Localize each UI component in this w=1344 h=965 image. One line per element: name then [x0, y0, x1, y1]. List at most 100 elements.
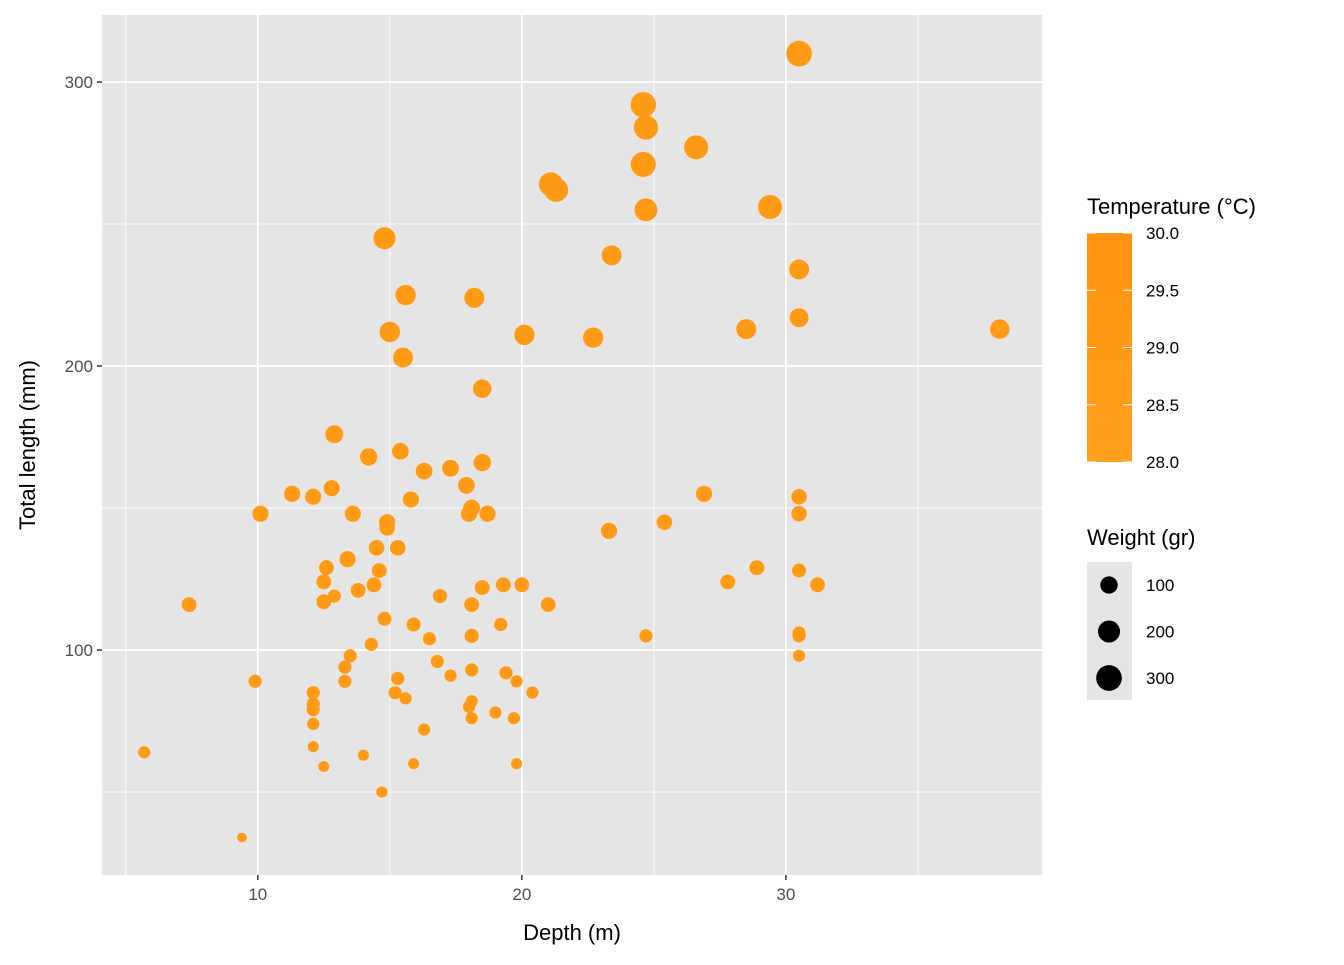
- data-point: [327, 589, 341, 603]
- data-point: [507, 712, 521, 725]
- data-point: [749, 560, 765, 576]
- size-legend-key: [1097, 620, 1121, 643]
- data-point: [357, 749, 369, 761]
- color-legend: Temperature (°C) 30.0 29.5 29.0 28.5 28.0: [1087, 194, 1256, 472]
- data-point: [758, 195, 783, 219]
- data-point: [495, 577, 511, 593]
- data-point: [402, 491, 420, 508]
- color-legend-label: 29.0: [1146, 339, 1179, 358]
- data-point: [465, 663, 479, 677]
- data-point: [181, 597, 197, 613]
- data-point: [791, 505, 807, 522]
- data-point: [489, 706, 502, 719]
- y-tick-label: 300: [65, 73, 93, 92]
- plot-panel: [102, 15, 1042, 875]
- data-point: [514, 324, 535, 345]
- data-point: [339, 551, 356, 568]
- data-point: [444, 669, 457, 682]
- y-tick-label: 200: [65, 357, 93, 376]
- size-legend-title: Weight (gr): [1087, 525, 1195, 550]
- data-point: [406, 617, 421, 632]
- data-point: [344, 505, 361, 522]
- data-point: [415, 462, 433, 480]
- data-point: [318, 760, 330, 773]
- y-axis-title: Total length (mm): [15, 360, 40, 530]
- data-point: [460, 505, 478, 522]
- data-point: [479, 505, 496, 522]
- data-point: [656, 514, 673, 531]
- data-point: [442, 459, 459, 477]
- data-point: [792, 563, 807, 578]
- data-point: [408, 758, 420, 770]
- data-point: [684, 135, 709, 160]
- data-point: [379, 321, 400, 343]
- data-point: [252, 505, 269, 522]
- data-point: [791, 488, 807, 505]
- data-point: [316, 574, 332, 590]
- data-point: [391, 671, 405, 686]
- x-tick-label: 10: [248, 885, 267, 904]
- color-legend-label: 28.5: [1146, 396, 1179, 415]
- data-point: [319, 560, 334, 576]
- data-point: [990, 319, 1010, 339]
- data-point: [325, 425, 344, 444]
- data-point: [393, 347, 413, 368]
- x-tick-label: 20: [512, 885, 531, 904]
- x-tick-label: 30: [776, 885, 795, 904]
- data-point: [720, 574, 736, 590]
- data-point: [695, 485, 713, 502]
- data-point: [138, 746, 151, 759]
- data-point: [376, 786, 388, 798]
- data-point: [395, 284, 416, 306]
- data-point: [792, 629, 806, 643]
- data-point: [371, 563, 387, 578]
- data-point: [366, 577, 382, 593]
- data-point: [634, 198, 658, 222]
- data-point: [526, 686, 539, 699]
- data-point: [511, 758, 523, 770]
- data-point: [514, 577, 530, 593]
- data-point: [307, 741, 319, 753]
- size-legend-key: [1096, 665, 1122, 691]
- data-point: [464, 597, 480, 613]
- data-point: [373, 227, 396, 250]
- data-point: [600, 522, 618, 539]
- data-point: [338, 660, 352, 674]
- data-point: [399, 692, 412, 705]
- size-legend-label: 200: [1146, 623, 1174, 642]
- data-point: [789, 259, 810, 280]
- size-legend-key: [1100, 576, 1118, 594]
- data-point: [499, 666, 513, 680]
- data-point: [307, 717, 320, 731]
- data-point: [368, 540, 385, 556]
- data-point: [473, 379, 492, 398]
- data-point: [465, 712, 478, 725]
- data-point: [457, 476, 475, 494]
- axes: 10 20 30 100 200 300: [65, 73, 796, 904]
- data-point: [540, 597, 556, 613]
- data-point: [306, 703, 320, 717]
- data-point: [430, 654, 444, 669]
- data-point: [422, 632, 437, 646]
- data-point: [237, 832, 247, 843]
- color-legend-label: 28.0: [1146, 453, 1179, 472]
- data-point: [350, 583, 366, 598]
- data-point: [630, 151, 656, 177]
- data-point: [633, 115, 659, 140]
- data-point: [379, 520, 395, 536]
- data-point: [338, 674, 352, 688]
- color-legend-title: Temperature (°C): [1087, 194, 1256, 219]
- color-legend-label: 30.0: [1146, 224, 1179, 243]
- data-point: [377, 611, 392, 626]
- data-point: [418, 723, 431, 736]
- data-point: [736, 319, 757, 340]
- data-point: [306, 686, 320, 700]
- size-legend: Weight (gr) 100 200 300: [1087, 525, 1195, 700]
- data-point: [248, 674, 262, 688]
- data-point: [323, 480, 340, 497]
- data-point: [432, 589, 447, 604]
- data-point: [639, 629, 653, 643]
- data-point: [391, 442, 409, 460]
- x-axis-title: Depth (m): [523, 920, 621, 945]
- data-point: [494, 617, 508, 632]
